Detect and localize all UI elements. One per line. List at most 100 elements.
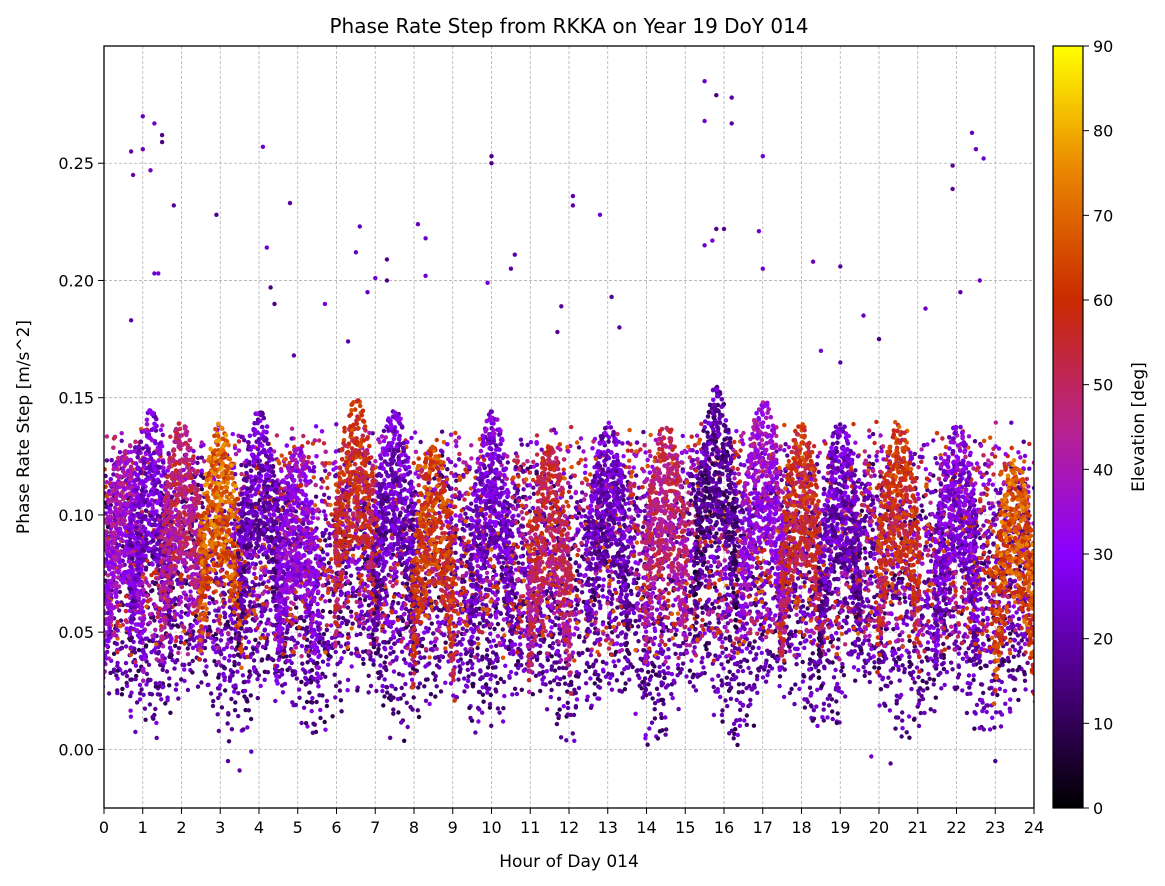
scatter-point: [793, 629, 798, 634]
scatter-point: [707, 620, 712, 626]
scatter-point: [972, 710, 977, 715]
scatter-point: [503, 663, 508, 668]
scatter-point: [846, 651, 851, 656]
scatter-point: [418, 655, 423, 660]
scatter-point: [980, 708, 985, 714]
scatter-point: [150, 588, 155, 593]
scatter-point: [268, 607, 273, 613]
scatter-point: [742, 657, 747, 662]
scatter-point: [755, 690, 760, 695]
scatter-point: [180, 662, 185, 667]
scatter-point: [147, 691, 153, 696]
scatter-point: [445, 467, 450, 472]
scatter-point: [475, 636, 480, 641]
scatter-point: [349, 664, 354, 669]
scatter-point: [478, 668, 483, 673]
scatter-point: [456, 677, 461, 682]
scatter-point: [691, 486, 696, 492]
scatter-point: [759, 650, 764, 656]
scatter-point: [685, 531, 691, 537]
scatter-point: [932, 709, 937, 714]
scatter-point: [383, 647, 388, 652]
scatter-point: [488, 631, 493, 636]
scatter-point: [598, 603, 603, 608]
scatter-point: [666, 671, 671, 676]
scatter-point: [333, 649, 338, 655]
scatter-point: [514, 691, 520, 697]
scatter-point: [521, 487, 526, 492]
scatter-point: [1016, 616, 1022, 622]
scatter-point: [965, 680, 970, 686]
scatter-point: [119, 692, 125, 697]
scatter-point: [911, 648, 917, 654]
scatter-point: [995, 692, 1000, 698]
scatter-point: [462, 676, 467, 681]
scatter-point: [829, 697, 835, 702]
scatter-point: [378, 653, 383, 659]
scatter-point: [129, 677, 134, 682]
scatter-point: [384, 654, 389, 660]
scatter-point: [492, 568, 497, 574]
scatter-point: [933, 695, 938, 700]
scatter-point: [391, 669, 397, 674]
scatter-point: [380, 683, 385, 689]
scatter-point: [675, 662, 681, 668]
scatter-point: [793, 682, 798, 687]
scatter-point: [262, 677, 267, 682]
scatter-point: [329, 623, 334, 628]
scatter-point: [156, 649, 162, 655]
scatter-point: [841, 673, 847, 678]
scatter-point: [556, 713, 561, 718]
scatter-point: [232, 708, 238, 713]
scatter-point: [502, 693, 507, 699]
scatter-point: [964, 710, 970, 716]
scatter-point: [861, 665, 866, 670]
scatter-point: [872, 665, 877, 670]
scatter-point: [927, 676, 932, 681]
scatter-point: [928, 707, 933, 712]
scatter-point: [117, 608, 122, 613]
scatter-point: [303, 670, 308, 675]
scatter-point: [396, 601, 401, 606]
scatter-point: [671, 603, 676, 608]
scatter-point: [960, 656, 966, 661]
scatter-point: [645, 742, 650, 747]
scatter-point: [428, 640, 434, 645]
scatter-point: [981, 642, 986, 647]
scatter-point: [722, 572, 728, 577]
scatter-point: [467, 705, 472, 711]
scatter-point: [395, 696, 401, 702]
scatter-point: [463, 511, 468, 516]
scatter-point: [326, 657, 331, 662]
scatter-point: [402, 738, 407, 743]
scatter-point: [1011, 675, 1016, 680]
scatter-point: [880, 677, 885, 682]
scatter-point: [544, 707, 550, 712]
scatter-point: [874, 453, 879, 459]
scatter-point: [144, 682, 149, 687]
scatter-point: [127, 668, 133, 673]
scatter-point: [971, 673, 976, 678]
scatter-point: [569, 495, 574, 500]
scatter-point: [348, 609, 354, 614]
scatter-point: [484, 672, 490, 677]
scatter-point: [389, 683, 394, 688]
scatter-point: [128, 714, 134, 719]
scatter-point: [840, 661, 845, 667]
scatter-point: [231, 684, 236, 689]
scatter-point: [896, 646, 901, 652]
chart-title: Phase Rate Step from RKKA on Year 19 DoY…: [329, 14, 808, 38]
scatter-point: [173, 660, 178, 665]
scatter-point: [284, 630, 289, 635]
scatter-point: [852, 649, 857, 654]
scatter-point: [507, 673, 512, 679]
scatter-point: [323, 538, 328, 543]
scatter-point: [176, 645, 182, 651]
scatter-point: [394, 655, 399, 660]
scatter-point: [597, 599, 602, 604]
scatter-point: [438, 689, 444, 694]
scatter-point: [191, 629, 196, 634]
scatter-point: [273, 698, 278, 704]
scatter-point: [862, 673, 867, 678]
scatter-point: [314, 699, 319, 705]
